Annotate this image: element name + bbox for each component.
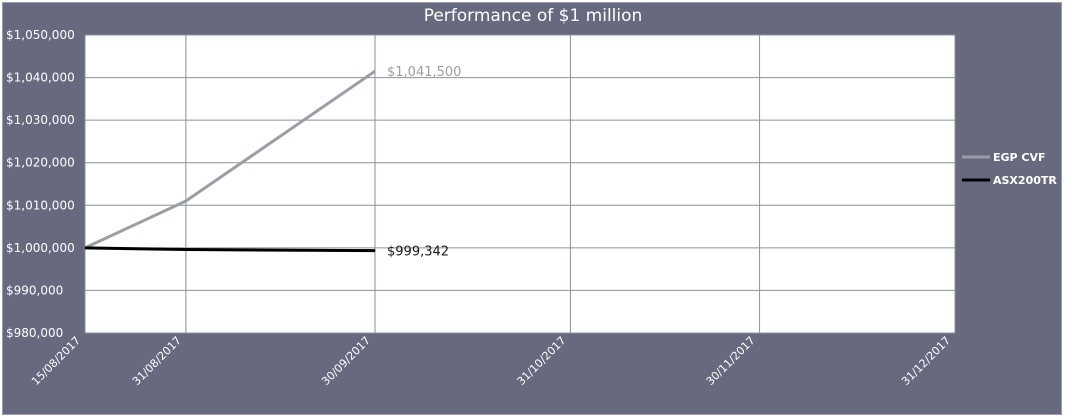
x-tick-label: 31/10/2017: [515, 334, 569, 388]
y-tick-label: $980,000: [6, 326, 63, 340]
y-axis-ticks: $980,000 $990,000 $1,000,000 $1,010,000 $1,0…: [6, 28, 75, 340]
data-label-end: $999,342: [387, 245, 449, 260]
y-tick-label: $990,000: [6, 283, 63, 297]
data-point: [185, 200, 187, 202]
legend-label: EGP CVF: [993, 151, 1046, 164]
data-label-end: $1,041,500: [387, 65, 461, 80]
x-tick-label: 30/11/2017: [704, 334, 758, 388]
data-point: [374, 250, 376, 252]
x-tick-label: 15/08/2017: [29, 334, 83, 388]
y-tick-label: $1,030,000: [6, 113, 75, 127]
data-point: [84, 247, 86, 249]
x-tick-label: 30/09/2017: [319, 334, 373, 388]
y-tick-label: $1,000,000: [6, 241, 75, 255]
data-labels: $1,041,500 $999,342: [387, 65, 461, 259]
data-point: [374, 70, 376, 72]
series-lines: [84, 69, 376, 253]
x-axis-ticks: 15/08/2017 31/08/2017 30/09/2017 31/10/2017…: [29, 334, 953, 388]
chart-title: Performance of $1 million: [423, 6, 643, 26]
gridlines: [84, 34, 956, 334]
y-tick-label: $1,020,000: [6, 156, 75, 170]
y-tick-label: $1,010,000: [6, 198, 75, 212]
plot-area: [85, 35, 955, 333]
legend: EGP CVF ASX200TR: [962, 151, 1057, 187]
y-tick-label: $1,040,000: [6, 71, 75, 85]
y-tick-label: $1,050,000: [6, 28, 75, 42]
x-tick-label: 31/12/2017: [899, 334, 953, 388]
data-point: [185, 249, 187, 251]
legend-label: ASX200TR: [993, 174, 1057, 187]
x-tick-label: 31/08/2017: [130, 334, 184, 388]
